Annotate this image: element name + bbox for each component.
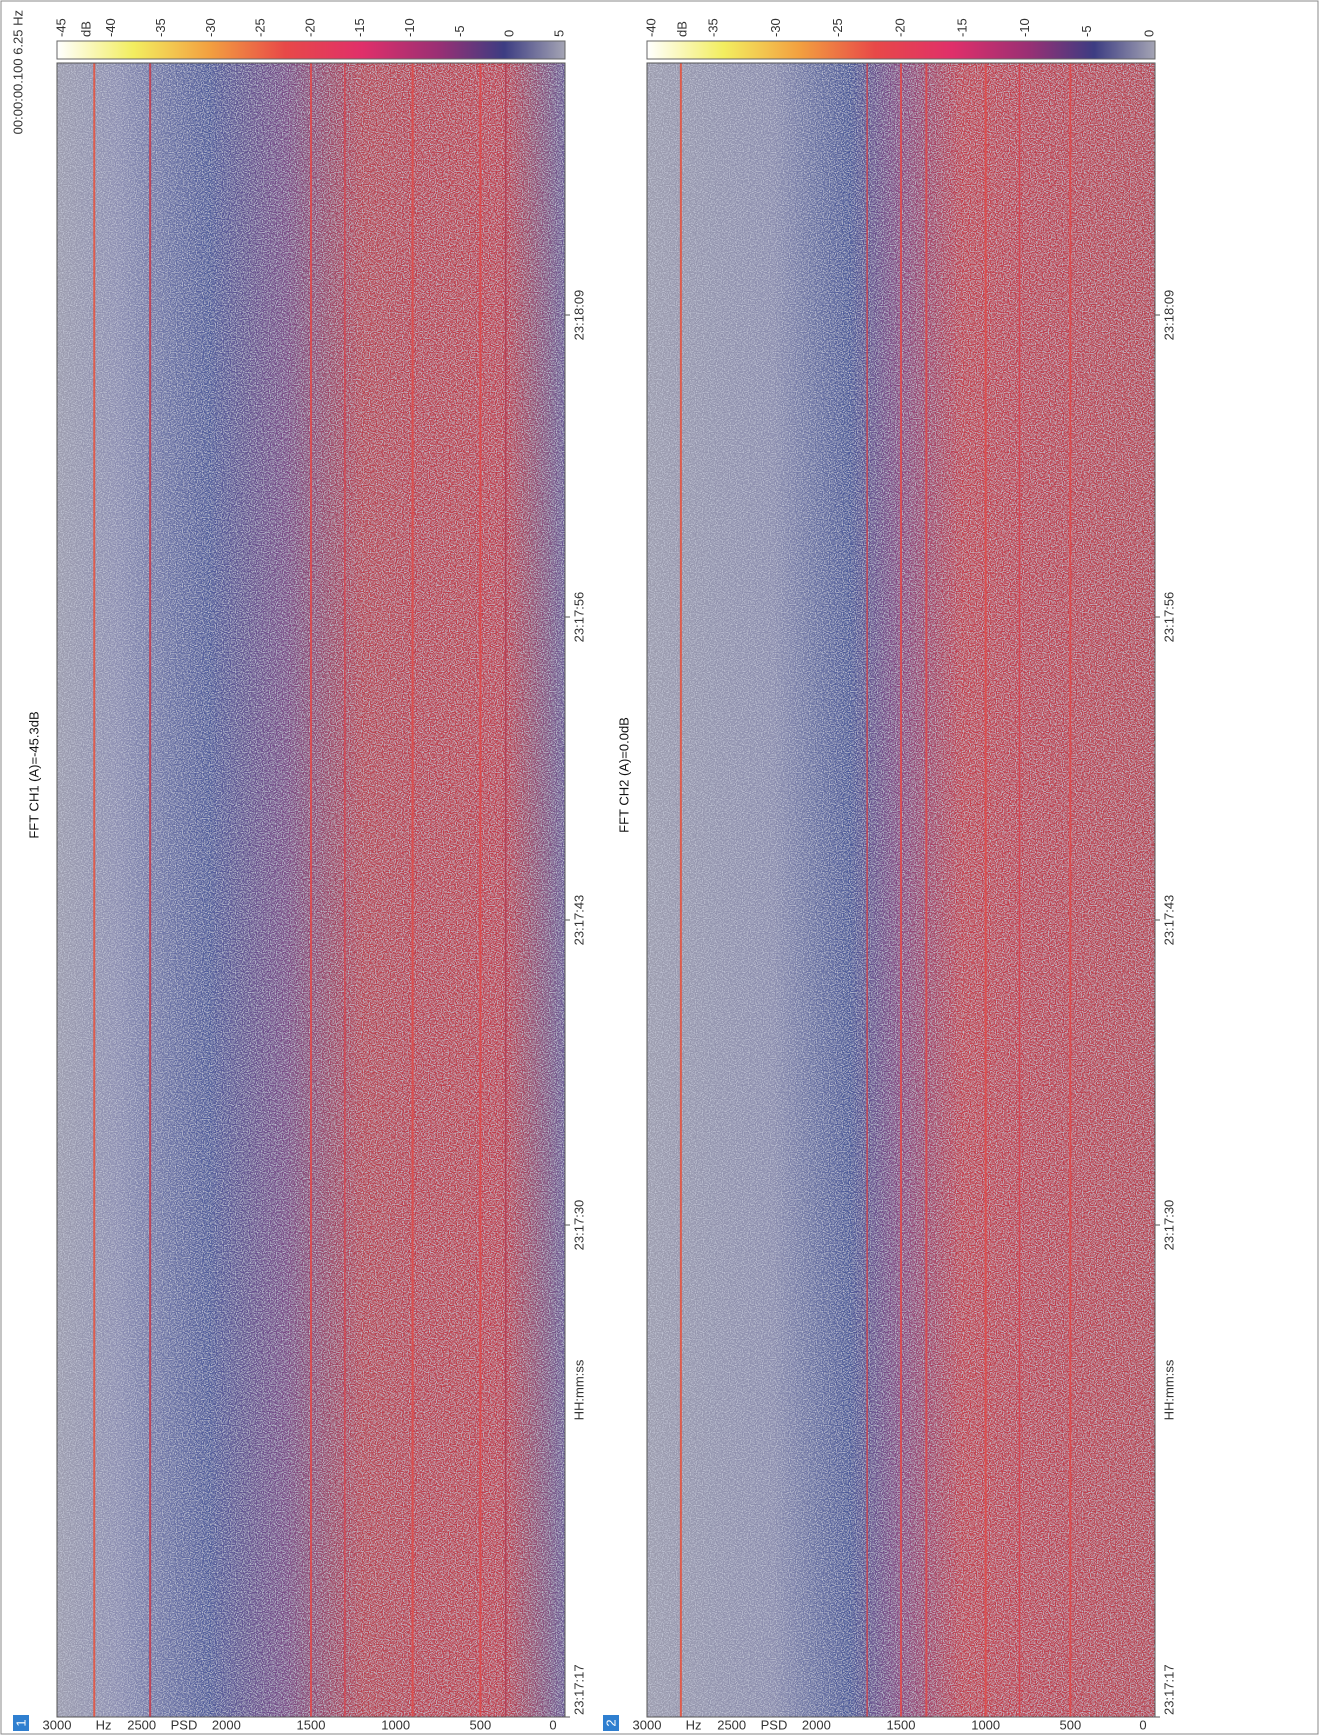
x-tick-label: 23:18:09 [1161, 290, 1176, 341]
x-tick-label: 23:17:43 [571, 895, 586, 946]
colorbar-label: -35 [706, 18, 721, 37]
y-tick-label: 500 [1059, 1717, 1081, 1732]
panel: 2 FFT CH2 (A)=0.0dB -40 -35 -30 -25 -20 -15 -10 -… [603, 18, 1176, 1732]
y-tick-label: 1500 [887, 1717, 916, 1732]
y-tick-label: 2000 [212, 1717, 241, 1732]
y-axis-label: PSD [171, 1717, 198, 1732]
panel-info: 00:00:00.100 6.25 Hz [10, 10, 25, 134]
colorbar-label: 5 [551, 30, 566, 37]
page: {"panels": [ {"number": "1", "title": "F… [0, 0, 1319, 1735]
colorbar-label: -30 [768, 18, 783, 37]
y-tick-label: 500 [469, 1717, 491, 1732]
screenshot: 1 FFT CH1 (A)=-45.3dB 00:00:00.100 6.25 Hz… [0, 0, 1319, 1735]
x-tick-label: 23:17:17 [1161, 1664, 1176, 1715]
y-tick-label: 0 [1139, 1717, 1146, 1732]
panel-title: FFT CH2 (A)=0.0dB [616, 717, 631, 833]
colorbar-label: -20 [302, 18, 317, 37]
y-tick-label: 2500 [717, 1717, 746, 1732]
y-tick-label: 1000 [971, 1717, 1000, 1732]
colorbar-label: -45 [53, 18, 68, 37]
colorbar [57, 41, 565, 59]
y-tick-label: 1000 [381, 1717, 410, 1732]
colorbar-label: -40 [643, 18, 658, 37]
x-tick-label: 23:17:30 [571, 1200, 586, 1251]
y-tick-label: 0 [549, 1717, 556, 1732]
x-tick-label: 23:17:56 [1161, 592, 1176, 643]
colorbar-label: -40 [103, 18, 118, 37]
colorbar-label: -25 [830, 18, 845, 37]
colorbar-label: -30 [203, 18, 218, 37]
colorbar [647, 41, 1155, 59]
colorbar-label: -5 [452, 25, 467, 37]
y-axis-unit: Hz [686, 1717, 702, 1732]
colorbar-label: -10 [402, 18, 417, 37]
panel-title: FFT CH1 (A)=-45.3dB [26, 711, 41, 838]
y-tick-label: 1500 [297, 1717, 326, 1732]
x-axis-label: HH:mm:ss [571, 1359, 586, 1420]
panel: 1 FFT CH1 (A)=-45.3dB 00:00:00.100 6.25 Hz… [10, 10, 586, 1732]
colorbar-label: -25 [253, 18, 268, 37]
x-tick-label: 23:17:30 [1161, 1200, 1176, 1251]
colorbar-unit: dB [675, 21, 690, 37]
x-tick-label: 23:18:09 [571, 290, 586, 341]
y-tick-label: 2500 [127, 1717, 156, 1732]
colorbar-unit: dB [78, 21, 93, 37]
x-tick-label: 23:17:17 [571, 1664, 586, 1715]
y-axis-unit: Hz [96, 1717, 112, 1732]
x-axis-label: HH:mm:ss [1161, 1359, 1176, 1420]
colorbar-label: -20 [892, 18, 907, 37]
y-tick-label: 3000 [43, 1717, 72, 1732]
panel-number: 1 [13, 1719, 28, 1726]
x-tick-label: 23:17:43 [1161, 895, 1176, 946]
colorbar-label: -15 [352, 18, 367, 37]
y-tick-label: 3000 [633, 1717, 662, 1732]
colorbar-label: -15 [955, 18, 970, 37]
panel-number: 2 [603, 1719, 618, 1726]
x-tick-label: 23:17:56 [571, 592, 586, 643]
y-axis-label: PSD [761, 1717, 788, 1732]
colorbar-label: -35 [153, 18, 168, 37]
rotated-view: 1 FFT CH1 (A)=-45.3dB 00:00:00.100 6.25 Hz… [1, 1, 1318, 1734]
colorbar-label: -10 [1017, 18, 1032, 37]
y-tick-label: 2000 [802, 1717, 831, 1732]
colorbar-label: -5 [1079, 25, 1094, 37]
colorbar-label: 0 [1141, 30, 1156, 37]
colorbar-label: 0 [502, 30, 517, 37]
